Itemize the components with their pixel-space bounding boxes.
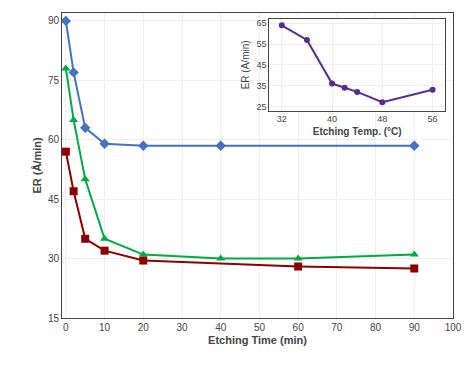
svg-text:100: 100 (445, 322, 462, 333)
svg-text:ER (A/min): ER (A/min) (240, 40, 251, 89)
svg-text:50: 50 (254, 322, 266, 333)
svg-text:90: 90 (409, 322, 421, 333)
svg-text:15: 15 (48, 313, 60, 324)
svg-text:60: 60 (293, 322, 305, 333)
svg-text:30: 30 (48, 253, 60, 264)
svg-text:90: 90 (48, 15, 60, 26)
svg-text:40: 40 (327, 114, 337, 124)
svg-text:40: 40 (215, 322, 227, 333)
svg-text:25: 25 (256, 102, 266, 112)
svg-text:48: 48 (377, 114, 387, 124)
svg-text:70: 70 (331, 322, 343, 333)
svg-text:80: 80 (370, 322, 382, 333)
svg-text:30: 30 (176, 322, 188, 333)
svg-text:45: 45 (48, 194, 60, 205)
svg-text:32: 32 (277, 114, 287, 124)
svg-text:20: 20 (138, 322, 150, 333)
svg-text:55: 55 (256, 39, 266, 49)
svg-text:75: 75 (48, 75, 60, 86)
svg-text:45: 45 (256, 60, 266, 70)
svg-text:Etching Temp. (°C): Etching Temp. (°C) (313, 126, 402, 137)
svg-text:0: 0 (63, 322, 69, 333)
svg-text:10: 10 (99, 322, 111, 333)
svg-text:ER (Å/min): ER (Å/min) (31, 137, 43, 194)
svg-text:35: 35 (256, 81, 266, 91)
svg-text:60: 60 (48, 134, 60, 145)
svg-text:Etching Time (min): Etching Time (min) (208, 334, 307, 346)
svg-text:65: 65 (256, 18, 266, 28)
svg-text:56: 56 (428, 114, 438, 124)
